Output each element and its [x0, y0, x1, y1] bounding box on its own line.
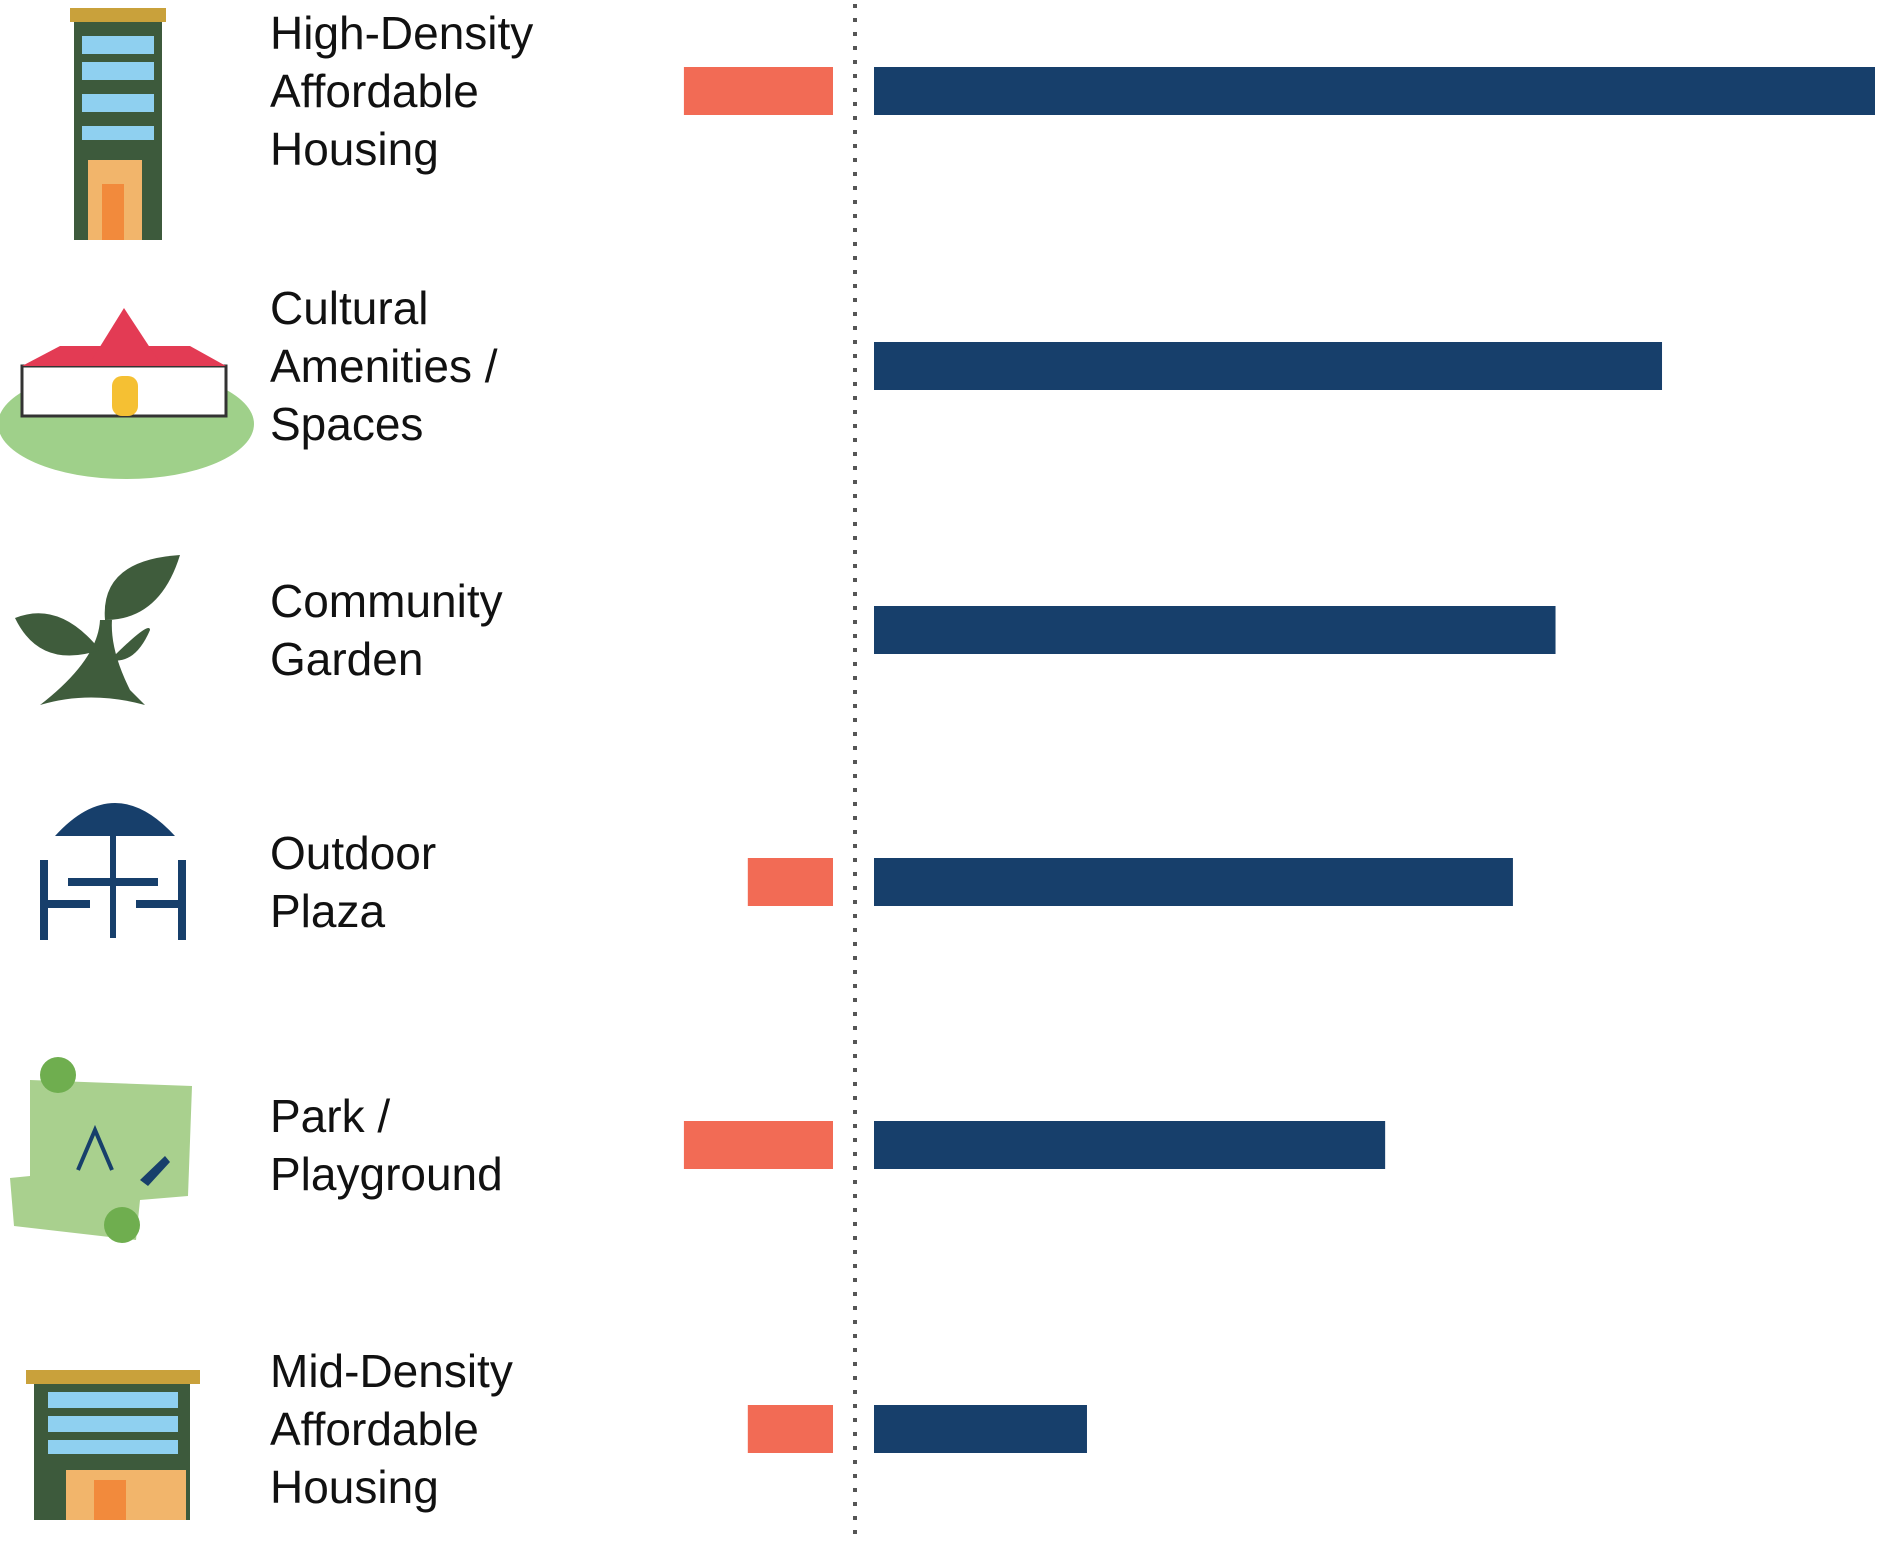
category-label: Housing	[270, 1461, 439, 1513]
icon-cultural	[0, 308, 254, 479]
category-label: Mid-Density	[270, 1345, 513, 1397]
category-label: Park /	[270, 1090, 390, 1142]
category-label: Playground	[270, 1148, 503, 1200]
icon-park	[10, 1057, 192, 1243]
bar	[683, 67, 833, 115]
icon-mid-density	[26, 1370, 200, 1520]
bar	[747, 1405, 833, 1453]
category-label: Cultural	[270, 282, 429, 334]
bar	[683, 1121, 833, 1169]
category-label: Amenities /	[270, 340, 498, 392]
category-label: Affordable	[270, 65, 479, 117]
category-label: Garden	[270, 633, 423, 685]
bar	[874, 342, 1663, 390]
category-label: Outdoor	[270, 827, 436, 879]
bar	[874, 858, 1513, 906]
icon-plaza	[40, 803, 186, 940]
category-label: Affordable	[270, 1403, 479, 1455]
category-label: Spaces	[270, 398, 423, 450]
category-label: Plaza	[270, 885, 385, 937]
bar	[874, 1405, 1087, 1453]
category-label: Community	[270, 575, 503, 627]
bar	[874, 67, 1875, 115]
icon-garden	[15, 555, 180, 705]
icon-high-density	[70, 8, 166, 240]
bar	[874, 1121, 1386, 1169]
category-label: Housing	[270, 123, 439, 175]
bar	[874, 606, 1556, 654]
bar	[747, 858, 833, 906]
category-label: High-Density	[270, 7, 533, 59]
